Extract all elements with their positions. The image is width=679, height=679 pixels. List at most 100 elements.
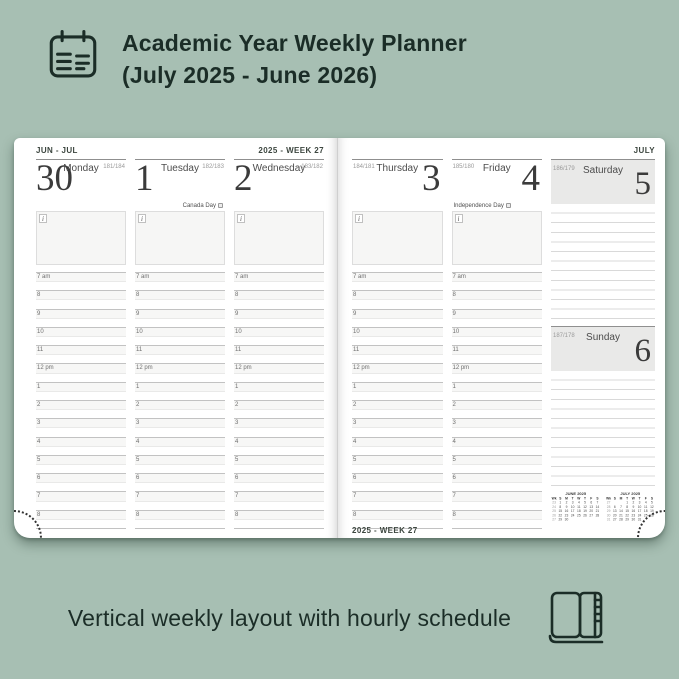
mini-calendars: JUNE 2025 Wk S M T W T F S 23 1 2 3 4 5 6 7 24 8 9 10 11 12 13 1… — [551, 491, 655, 538]
half-hour-row — [234, 409, 324, 419]
day-of-year-counter: 185/180 — [452, 164, 475, 170]
hour-row: 1 — [451, 381, 542, 391]
half-hour-row — [36, 427, 126, 437]
hour-row: 6 — [451, 473, 542, 483]
hour-row: 6 — [36, 473, 126, 483]
holiday-row — [352, 200, 443, 211]
hour-row: 12 pm — [352, 363, 443, 373]
half-hour-row — [36, 482, 126, 492]
day-name: Monday — [63, 163, 99, 174]
week-number-label: 2025 - WEEK 27 — [258, 146, 324, 155]
half-hour-row — [36, 335, 126, 346]
week-number-footer: 2025 - WEEK 27 — [352, 526, 418, 535]
day-column-friday: 4 Friday 185/180 Independence Day i 7 am… — [451, 159, 542, 538]
hour-row: 8 — [451, 290, 542, 300]
mini-calendar: JUNE 2025 Wk S M T W T F S 23 1 2 3 4 5 6 7 24 8 9 10 11 12 13 1… — [551, 491, 601, 522]
hour-row: 4 — [234, 436, 324, 446]
day-name: Sunday — [586, 332, 620, 343]
mini-calendar-grid: Wk S M T W T F S 27 1 2 3 4 5 28 6 7 8 9 10 11 12 29 13 14 15 16 17… — [606, 497, 654, 522]
page-title: Academic Year Weekly Planner (July 2025 … — [122, 27, 467, 91]
notes-box: i — [352, 211, 443, 265]
half-hour-row — [451, 409, 542, 419]
hour-row: 3 — [36, 418, 126, 428]
info-icon: i — [355, 214, 363, 223]
notes-box: i — [36, 211, 126, 265]
right-page-day-columns: 3 Thursday 184/181 i 7 am 8 9 10 11 12 pm 1 2 3 4… — [352, 159, 655, 538]
half-hour-row — [451, 518, 542, 528]
day-name: Thursday — [376, 163, 419, 174]
hour-row: 8 — [234, 290, 324, 300]
half-hour-row — [352, 299, 443, 309]
day-name: Tuesday — [161, 163, 199, 174]
hour-row: 5 — [352, 454, 443, 464]
half-hour-row — [234, 445, 324, 455]
half-hour-row — [451, 335, 542, 346]
half-hour-row — [451, 354, 542, 364]
hour-row: 2 — [234, 399, 324, 410]
hourly-schedule: 7 am 8 9 10 11 12 pm 1 2 3 4 5 6 7 8 — [36, 272, 126, 529]
half-hour-row — [234, 463, 324, 474]
hour-row: 7 — [135, 491, 225, 501]
half-hour-row — [135, 354, 225, 364]
day-header: 1 Tuesday 182/183 — [135, 159, 225, 200]
half-hour-row — [234, 299, 324, 309]
hour-row: 7 — [352, 491, 443, 501]
half-hour-row — [234, 518, 324, 528]
caption-text: Vertical weekly layout with hourly sched… — [67, 604, 512, 631]
saturday-header: 186/179 Saturday 5 — [551, 159, 655, 204]
hour-row: 3 — [451, 418, 542, 428]
half-hour-row — [36, 354, 126, 364]
hour-row: 4 — [352, 436, 443, 446]
notes-box: i — [451, 211, 542, 265]
hourly-schedule: 7 am 8 9 10 11 12 pm 1 2 3 4 5 6 7 8 — [135, 272, 225, 529]
hour-row: 11 — [451, 345, 542, 355]
day-name: Saturday — [582, 165, 624, 176]
half-hour-row — [451, 390, 542, 400]
planner-spread: JUN - JUL 2025 - WEEK 27 30 Monday 181/1… — [14, 138, 665, 538]
half-hour-row — [36, 390, 126, 400]
hour-row: 1 — [135, 381, 225, 391]
hour-row: 7 am — [234, 272, 324, 282]
half-hour-row — [451, 281, 542, 291]
hour-row: 7 — [234, 491, 324, 501]
weekend-column: 186/179 Saturday 5 187/178 Sunday 6 JUNE… — [551, 159, 655, 538]
day-number: 3 — [422, 158, 441, 199]
half-hour-row — [135, 427, 225, 437]
half-hour-row — [36, 445, 126, 455]
info-icon: i — [237, 214, 245, 223]
half-hour-row — [135, 409, 225, 419]
holiday-row — [36, 200, 126, 211]
half-hour-row — [135, 299, 225, 309]
info-icon: i — [454, 214, 463, 223]
day-number: 1 — [135, 158, 154, 199]
day-header: 2 Wednesday 183/182 — [234, 159, 324, 200]
page-title-line2: (July 2025 - June 2026) — [122, 62, 378, 89]
half-hour-row — [352, 409, 443, 419]
hour-row: 12 pm — [36, 363, 126, 373]
hour-row: 8 — [36, 509, 126, 519]
hourly-schedule: 7 am 8 9 10 11 12 pm 1 2 3 4 5 6 7 8 — [234, 272, 324, 529]
hour-row: 2 — [352, 399, 443, 410]
hour-row: 11 — [352, 345, 443, 355]
hour-row: 8 — [352, 509, 443, 519]
mini-calendar: JULY 2025 Wk S M T W T F S 27 1 2 3 4 5 28 6 7 8 9 10 11 12 29 1… — [606, 491, 656, 522]
hour-row: 5 — [451, 454, 542, 464]
half-hour-row — [135, 317, 225, 327]
half-hour-row — [352, 317, 443, 327]
half-hour-row — [352, 372, 443, 382]
half-hour-row — [451, 372, 542, 382]
sunday-header: 187/178 Sunday 6 — [551, 326, 655, 371]
hour-row: 5 — [36, 454, 126, 464]
day-name: Friday — [482, 163, 511, 174]
mini-calendar-title: JULY 2025 — [620, 491, 641, 497]
half-hour-row — [352, 390, 443, 400]
half-hour-row — [352, 335, 443, 346]
half-hour-row — [135, 463, 225, 474]
half-hour-row — [36, 518, 126, 528]
left-page-header: JUN - JUL 2025 - WEEK 27 — [36, 146, 324, 159]
month-range-label: JUN - JUL — [36, 146, 78, 155]
hour-row: 1 — [36, 381, 126, 391]
hour-row: 10 — [234, 326, 324, 336]
hour-row: 7 am — [451, 272, 542, 282]
half-hour-row — [451, 500, 542, 510]
